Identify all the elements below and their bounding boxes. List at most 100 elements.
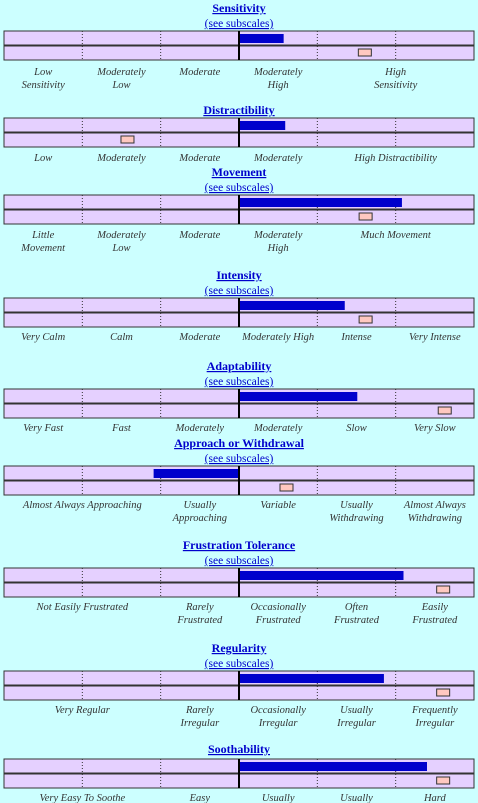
score-bar [239, 301, 345, 310]
section-title[interactable]: Approach or Withdrawal [174, 436, 304, 450]
scale-label: Moderately [96, 230, 146, 241]
scale-label: Irregular [414, 718, 455, 729]
score-bar [239, 34, 284, 43]
section-title[interactable]: Regularity [212, 641, 267, 655]
scale-label: Moderately [253, 153, 303, 164]
scale-label: Easily [421, 602, 449, 613]
score-bar [239, 392, 358, 401]
scale-label: Very Easy To Soothe [40, 793, 126, 803]
section-title[interactable]: Frustration Tolerance [183, 538, 296, 552]
scale-label: Irregular [179, 718, 220, 729]
scale-label: Low [33, 67, 52, 78]
section-title[interactable]: Intensity [216, 268, 261, 282]
scale-label: Usually [340, 500, 373, 511]
subscales-link[interactable]: (see subscales) [205, 658, 274, 670]
score-bar [239, 571, 404, 580]
score-bar [153, 469, 239, 478]
scale-label: Often [345, 602, 368, 613]
score-bar [239, 762, 427, 771]
scale-label: Frustrated [333, 615, 380, 626]
norm-marker [358, 315, 373, 324]
scale-label: Almost Always Approaching [22, 500, 142, 511]
scale-label: Little [31, 230, 55, 241]
scale-label: Sensitivity [22, 80, 65, 91]
scale-label: Withdrawing [408, 513, 462, 524]
norm-marker [436, 688, 451, 697]
scale-label: Moderately [253, 67, 303, 78]
subscales-link[interactable]: (see subscales) [205, 285, 274, 297]
scale-label: Rarely [185, 705, 214, 716]
score-bar [239, 674, 384, 683]
norm-marker [436, 585, 451, 594]
scale-label: Movement [20, 243, 66, 254]
scale-label: Usually [262, 793, 295, 803]
scale-label: Moderately [96, 67, 146, 78]
score-bar [239, 198, 402, 207]
scale-label: Much Movement [360, 230, 432, 241]
scale-label: Hard [423, 793, 447, 803]
section-title[interactable]: Soothability [208, 742, 270, 756]
norm-marker [357, 48, 372, 57]
scale-label: Irregular [336, 718, 377, 729]
norm-marker [358, 212, 373, 221]
scale-label: Sensitivity [374, 80, 417, 91]
scale-label: Moderate [178, 67, 220, 78]
scale-label: Calm [110, 332, 133, 343]
scale-label: Frustrated [176, 615, 223, 626]
scale-label: Very Slow [414, 423, 456, 434]
score-bar [239, 121, 286, 130]
section-title[interactable]: Movement [212, 165, 267, 179]
scale-label: Almost Always [403, 500, 466, 511]
scale-label: Approaching [172, 513, 227, 524]
scale-label: Not Easily Frustrated [36, 602, 129, 613]
norm-marker [279, 483, 294, 492]
scale-label: Frustrated [255, 615, 302, 626]
scale-label: Moderate [178, 332, 220, 343]
scale-label: Frustrated [411, 615, 458, 626]
scale-label: Intense [340, 332, 372, 343]
scale-label: Moderately [96, 153, 146, 164]
section-title[interactable]: Distractibility [203, 103, 274, 117]
scale-label: Very Fast [23, 423, 64, 434]
scale-label: Moderately [253, 230, 303, 241]
scale-label: Very Regular [55, 705, 111, 716]
scale-label: Easy [189, 793, 211, 803]
scale-label: High [384, 67, 406, 78]
scale-label: Rarely [185, 602, 214, 613]
scale-label: Moderate [178, 230, 220, 241]
scale-label: Moderately High [241, 332, 314, 343]
subscales-link[interactable]: (see subscales) [205, 182, 274, 194]
scale-label: High Distractibility [353, 153, 437, 164]
scale-label: Irregular [258, 718, 299, 729]
subscales-link[interactable]: (see subscales) [205, 18, 274, 30]
scale-label: Low [33, 153, 52, 164]
subscales-link[interactable]: (see subscales) [205, 376, 274, 388]
scale-label: Occasionally [250, 602, 306, 613]
scale-label: Variable [260, 500, 296, 511]
scale-label: Usually [183, 500, 216, 511]
scale-label: Fast [111, 423, 132, 434]
scale-label: High [267, 243, 289, 254]
scale-label: High [267, 80, 289, 91]
scale-label: Very Calm [21, 332, 65, 343]
section-title[interactable]: Adaptability [207, 359, 272, 373]
scale-label: Moderately [175, 423, 225, 434]
norm-marker [437, 406, 452, 415]
scale-label: Frequently [411, 705, 458, 716]
scale-label: Very Intense [409, 332, 461, 343]
scale-label: Low [111, 243, 130, 254]
scale-label: Usually [340, 705, 373, 716]
scale-label: Slow [346, 423, 366, 434]
subscales-link[interactable]: (see subscales) [205, 453, 274, 465]
norm-marker [120, 135, 135, 144]
scale-label: Moderate [178, 153, 220, 164]
norm-marker [436, 776, 451, 785]
section-title[interactable]: Sensitivity [212, 1, 265, 15]
subscales-link[interactable]: (see subscales) [205, 555, 274, 567]
scale-label: Occasionally [250, 705, 306, 716]
scale-label: Moderately [253, 423, 303, 434]
scale-label: Usually [340, 793, 373, 803]
scale-label: Withdrawing [329, 513, 383, 524]
scale-label: Low [111, 80, 130, 91]
